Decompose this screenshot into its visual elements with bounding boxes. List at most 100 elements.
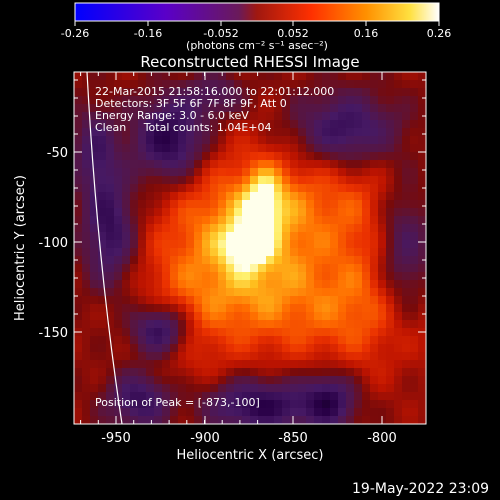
heatmap-cell: [178, 368, 187, 377]
heatmap-cell: [274, 128, 283, 137]
heatmap-cell: [210, 368, 219, 377]
heatmap-cell: [258, 200, 267, 209]
heatmap-cell: [250, 240, 259, 249]
heatmap-cell: [306, 80, 315, 89]
heatmap-cell: [226, 320, 235, 329]
heatmap-cell: [282, 384, 291, 393]
heatmap-cell: [322, 280, 331, 289]
heatmap-cell: [266, 152, 275, 161]
heatmap-cell: [106, 376, 115, 385]
heatmap-cell: [194, 400, 203, 409]
heatmap-cell: [98, 280, 107, 289]
heatmap-cell: [402, 120, 411, 129]
heatmap-cell: [418, 376, 426, 385]
heatmap-cell: [202, 312, 211, 321]
heatmap-cell: [122, 208, 131, 217]
heatmap-cell: [322, 416, 331, 424]
heatmap-cell: [250, 384, 259, 393]
heatmap-cell: [314, 136, 323, 145]
heatmap-cell: [258, 168, 267, 177]
heatmap-cell: [82, 288, 91, 297]
heatmap-cell: [106, 224, 115, 233]
heatmap-cell: [282, 200, 291, 209]
heatmap-cell: [154, 288, 163, 297]
heatmap-cell: [314, 240, 323, 249]
heatmap-cell: [282, 120, 291, 129]
heatmap-cell: [202, 256, 211, 265]
heatmap-cell: [306, 408, 315, 417]
heatmap-cell: [122, 160, 131, 169]
heatmap-cell: [162, 264, 171, 273]
heatmap-cell: [202, 88, 211, 97]
heatmap-cell: [370, 208, 379, 217]
heatmap-cell: [146, 96, 155, 105]
heatmap-cell: [354, 128, 363, 137]
heatmap-cell: [410, 264, 419, 273]
heatmap-cell: [130, 128, 139, 137]
heatmap-cell: [242, 208, 251, 217]
heatmap-cell: [170, 232, 179, 241]
heatmap-cell: [370, 360, 379, 369]
heatmap-cell: [362, 160, 371, 169]
heatmap-cell: [298, 240, 307, 249]
heatmap-cell: [138, 224, 147, 233]
heatmap-cell: [210, 344, 219, 353]
heatmap-cell: [290, 272, 299, 281]
heatmap-cell: [274, 120, 283, 129]
heatmap-cell: [170, 136, 179, 145]
heatmap-cell: [138, 96, 147, 105]
heatmap-cell: [266, 224, 275, 233]
heatmap-cell: [322, 104, 331, 113]
heatmap-cell: [106, 128, 115, 137]
heatmap-cell: [394, 280, 403, 289]
heatmap-cell: [98, 88, 107, 97]
heatmap-cell: [146, 368, 155, 377]
heatmap-cell: [74, 112, 83, 121]
heatmap-cell: [298, 368, 307, 377]
heatmap-cell: [306, 368, 315, 377]
heatmap-cell: [394, 112, 403, 121]
heatmap-cell: [90, 288, 99, 297]
heatmap-cell: [362, 272, 371, 281]
heatmap-cell: [162, 192, 171, 201]
heatmap-cell: [346, 224, 355, 233]
heatmap-cell: [394, 400, 403, 409]
heatmap-cell: [170, 336, 179, 345]
heatmap-cell: [362, 288, 371, 297]
colorbar-tick-label: 0.26: [427, 27, 452, 40]
heatmap-cell: [170, 288, 179, 297]
heatmap-cell: [258, 328, 267, 337]
heatmap-cell: [146, 200, 155, 209]
heatmap-cell: [298, 376, 307, 385]
heatmap-cell: [314, 152, 323, 161]
heatmap-cell: [290, 248, 299, 257]
heatmap-cell: [282, 160, 291, 169]
heatmap-cell: [234, 352, 243, 361]
heatmap-cell: [306, 400, 315, 409]
heatmap-cell: [386, 160, 395, 169]
heatmap-cell: [98, 296, 107, 305]
heatmap-cell: [274, 160, 283, 169]
heatmap-cell: [362, 256, 371, 265]
heatmap-cell: [298, 296, 307, 305]
heatmap-cell: [234, 192, 243, 201]
heatmap-cell: [202, 200, 211, 209]
heatmap-cell: [202, 168, 211, 177]
heatmap-cell: [258, 224, 267, 233]
heatmap-cell: [114, 144, 123, 153]
heatmap-cell: [98, 312, 107, 321]
heatmap-cell: [338, 360, 347, 369]
heatmap-cell: [226, 256, 235, 265]
heatmap-cell: [218, 352, 227, 361]
heatmap-cell: [74, 392, 83, 401]
heatmap-cell: [210, 192, 219, 201]
heatmap-cell: [258, 352, 267, 361]
heatmap-cell: [130, 104, 139, 113]
heatmap-cell: [138, 80, 147, 89]
heatmap-cell: [290, 96, 299, 105]
heatmap-cell: [202, 304, 211, 313]
heatmap-cell: [82, 248, 91, 257]
heatmap-cell: [282, 112, 291, 121]
heatmap-cell: [98, 360, 107, 369]
heatmap-cell: [90, 160, 99, 169]
